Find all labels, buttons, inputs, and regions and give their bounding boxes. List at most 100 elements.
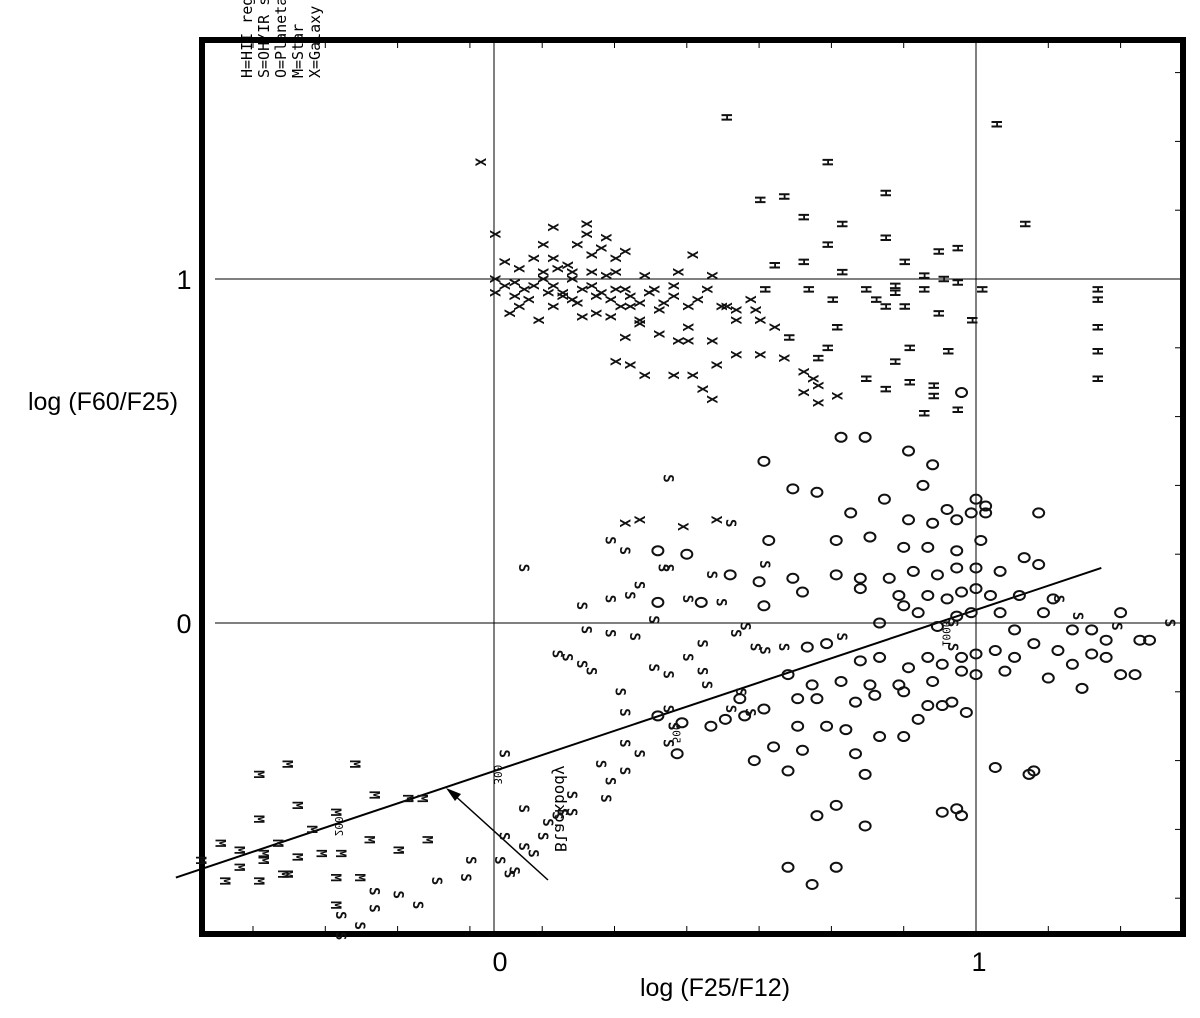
oh-ir-star-point: S [549,811,565,819]
planetary-nebula-point [651,545,665,557]
galaxy-point: X [809,399,825,408]
star-point: M [419,836,435,844]
star-point: M [288,853,304,861]
galaxy-point: X [563,295,579,304]
hii-region-point: H [876,385,892,393]
galaxy-point: X [664,292,680,301]
hii-region-point: H [833,268,849,276]
galaxy-point: X [794,388,810,397]
planetary-nebula-point [786,483,800,495]
galaxy-point: X [809,381,825,390]
plot-frame [199,37,1186,937]
planetary-nebula-point [998,665,1012,677]
planetary-nebula-point [969,583,983,595]
galaxy-point: X [592,244,608,253]
planetary-nebula-point [1143,634,1157,646]
x-tick-label: 1 [971,947,986,977]
hii-region-point: H [819,158,835,166]
star-point: M [288,801,304,809]
oh-ir-star-point: S [390,891,406,899]
oh-ir-star-point: S [732,688,748,696]
planetary-nebula-point [921,589,935,601]
planetary-nebula-point [1027,638,1041,650]
oh-ir-star-point: S [626,633,642,641]
oh-ir-star-point: S [746,643,762,651]
oh-ir-star-point: S [491,856,507,864]
planetary-nebula-point [921,651,935,663]
galaxy-point: X [510,264,526,273]
hii-region-point: H [901,378,917,386]
galaxy-point: X [727,350,743,359]
blackbody-arrowhead [446,788,461,801]
planetary-nebula-point [902,514,916,526]
galaxy-point: X [804,375,820,384]
galaxy-point: X [635,271,651,280]
planetary-nebula-point [791,693,805,705]
hii-region-point: H [819,344,835,352]
planetary-nebula-point [829,569,843,581]
galaxy-point: X [674,522,690,531]
oh-ir-star-point: S [616,739,632,747]
blackbody-arrow [451,792,549,881]
planetary-nebula-point [969,493,983,505]
star-point: M [303,825,319,833]
star-point: M [361,836,377,844]
planetary-nebula-point [959,706,973,718]
planetary-nebula-point [767,741,781,753]
oh-ir-star-point: S [592,760,608,768]
oh-ir-star-point: S [602,629,618,637]
planetary-nebula-point [892,589,906,601]
planetary-nebula-point [651,710,665,722]
planetary-nebula-point [921,541,935,553]
planetary-nebula-point [829,534,843,546]
galaxy-point: X [635,371,651,380]
galaxy-point: X [828,392,844,401]
oh-ir-star-point: S [631,750,647,758]
planetary-nebula-point [805,679,819,691]
planetary-nebula-point [935,700,949,712]
planetary-nebula-point [940,593,954,605]
planetary-nebula-point [791,720,805,732]
galaxy-point: X [534,268,550,277]
star-point: M [269,839,285,847]
galaxy-point: X [751,316,767,325]
oh-ir-star-point: S [756,646,772,654]
planetary-nebula-point [853,583,867,595]
oh-ir-star-point: S [775,643,791,651]
galaxy-point: X [568,299,584,308]
planetary-nebula-point [747,755,761,767]
planetary-nebula-point [786,572,800,584]
legend: H=HII region S=OH/IR star O=Planetary ne… [238,0,324,78]
planetary-nebula-point [1128,669,1142,681]
legend-entry: O=Planetary nebula [272,0,290,78]
hii-region-point: H [794,258,810,266]
oh-ir-star-point: S [496,750,512,758]
planetary-nebula-point [810,486,824,498]
planetary-nebula-point [964,607,978,619]
y-axis-title: log (F60/F25) [28,388,178,416]
oh-ir-star-point: S [722,519,738,527]
galaxy-point: X [607,268,623,277]
oh-ir-star-point: S [693,639,709,647]
galaxy-point: X [611,302,627,311]
planetary-nebula-point [916,479,930,491]
hii-region-point: H [876,234,892,242]
planetary-nebula-point [820,720,834,732]
planetary-nebula-point [1114,607,1128,619]
hii-region-point: H [819,240,835,248]
planetary-nebula-point [839,724,853,736]
oh-ir-star-point: S [366,887,382,895]
galaxy-point: X [616,247,632,256]
galaxy-point: X [553,292,569,301]
hii-region-point: H [886,282,902,290]
galaxy-point: X [525,282,541,291]
galaxy-point: X [592,289,608,298]
planetary-nebula-point [950,514,964,526]
hii-region-point: H [717,113,733,121]
planetary-nebula-point [805,878,819,890]
oh-ir-star-point: S [616,708,632,716]
planetary-nebula-point [1027,765,1041,777]
star-point: M [351,873,367,881]
hii-region-point: H [756,285,772,293]
